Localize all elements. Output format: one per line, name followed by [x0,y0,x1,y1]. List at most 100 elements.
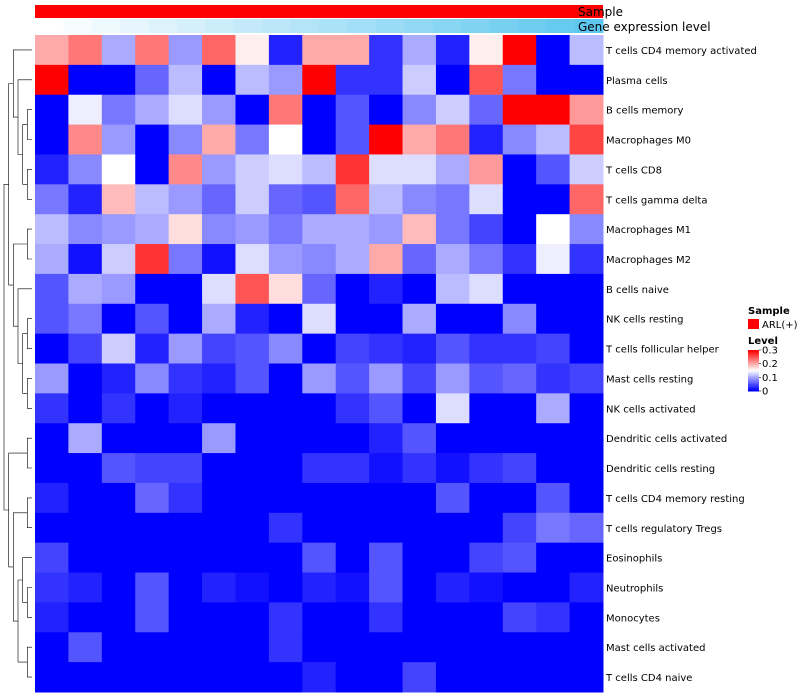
heatmap-cell [435,423,470,454]
heatmap-cell [402,124,437,155]
row-label: Neutrophils [606,583,663,594]
heatmap-cell [469,363,504,394]
heatmap-cell [369,244,404,275]
heatmap-cell [335,572,370,603]
colorbar-step [748,359,759,362]
heatmap-cell [68,273,103,305]
heatmap-cell [536,303,571,335]
heatmap-cell [569,632,604,663]
gene-expression-annotation-cell [432,19,462,33]
heatmap-cell [502,94,537,126]
heatmap-cell [135,662,170,693]
heatmap-cell [335,35,370,66]
column-annotations [35,5,604,33]
heatmap-cell [68,632,103,663]
heatmap-cell [268,214,303,245]
heatmap-cell [569,363,604,394]
heatmap-cell [502,154,537,185]
heatmap-cell [469,423,504,454]
heatmap-cell [68,423,103,454]
heatmap-cell [302,363,337,394]
heatmap-cell [168,124,203,155]
heatmap-cell [536,244,571,275]
heatmap-cell [502,214,537,245]
heatmap-cell [369,423,404,454]
heatmap-cell [569,64,604,96]
heatmap-cell [402,602,437,633]
heatmap-cell [536,94,571,126]
heatmap-cell [302,572,337,603]
heatmap-cell [569,124,604,155]
heatmap-cell [402,512,437,544]
heatmap-cells [35,35,604,693]
heatmap-cell [268,303,303,335]
heatmap-cell [402,453,437,484]
heatmap-cell [502,273,537,305]
row-label: Dendritic cells activated [606,434,727,445]
heatmap-cell [35,512,69,544]
heatmap-cell [369,482,404,514]
heatmap-cell [402,363,437,394]
heatmap-cell [335,393,370,424]
heatmap-cell [469,632,504,663]
heatmap-cell [135,184,170,215]
heatmap-cell [202,453,236,484]
heatmap-cell [101,363,136,394]
heatmap-cell [302,393,337,424]
heatmap-cell [435,303,470,335]
heatmap-cell [35,94,69,126]
heatmap-cell [302,154,337,185]
heatmap-cell [235,572,270,603]
dendrogram-branch [22,124,28,185]
heatmap-cell [168,35,203,66]
heatmap-cell [101,482,136,514]
heatmap-cell [135,244,170,275]
heatmap-cell [168,244,203,275]
heatmap-cell [268,184,303,215]
heatmap-cell [35,303,69,335]
heatmap-cell [402,214,437,245]
heatmap-cell [268,273,303,305]
heatmap-cell [135,94,170,126]
heatmap-cell [369,572,404,603]
heatmap-cell [101,393,136,424]
heatmap-cell [68,94,103,126]
heatmap-cell [502,64,537,96]
heatmap-cell [268,542,303,574]
gene-expression-annotation-cell [375,19,405,33]
heatmap-cell [402,64,437,96]
heatmap-cell [101,94,136,126]
heatmap-cell [502,124,537,155]
heatmap-cell [101,572,136,603]
heatmap-cell [569,244,604,275]
gene-expression-annotation-cell [148,19,178,33]
heatmap-cell [335,542,370,574]
gene-expression-annotation-cell [489,19,519,33]
heatmap-cell [268,363,303,394]
heatmap-cell [435,632,470,663]
heatmap-cell [369,363,404,394]
heatmap-cell [268,482,303,514]
heatmap-cell [35,64,69,96]
heatmap-cell [135,333,170,364]
heatmap-cell [135,124,170,155]
heatmap-cell [168,512,203,544]
heatmap-cell [569,662,604,693]
heatmap-cell [435,214,470,245]
heatmap-cell [202,393,236,424]
heatmap-cell [268,572,303,603]
heatmap-cell [335,244,370,275]
dendrogram-branch [27,437,32,469]
row-label: Macrophages M1 [606,225,691,236]
heatmap-cell [302,35,337,66]
heatmap-cell [402,542,437,574]
heatmap-cell [202,35,236,66]
heatmap-cell [35,542,69,574]
heatmap-cell [202,184,236,215]
heatmap-cell [302,632,337,663]
heatmap-cell [302,423,337,454]
dendrogram-branch [22,557,32,603]
heatmap-cell [469,482,504,514]
heatmap-cell [235,124,270,155]
heatmap-cell [168,482,203,514]
